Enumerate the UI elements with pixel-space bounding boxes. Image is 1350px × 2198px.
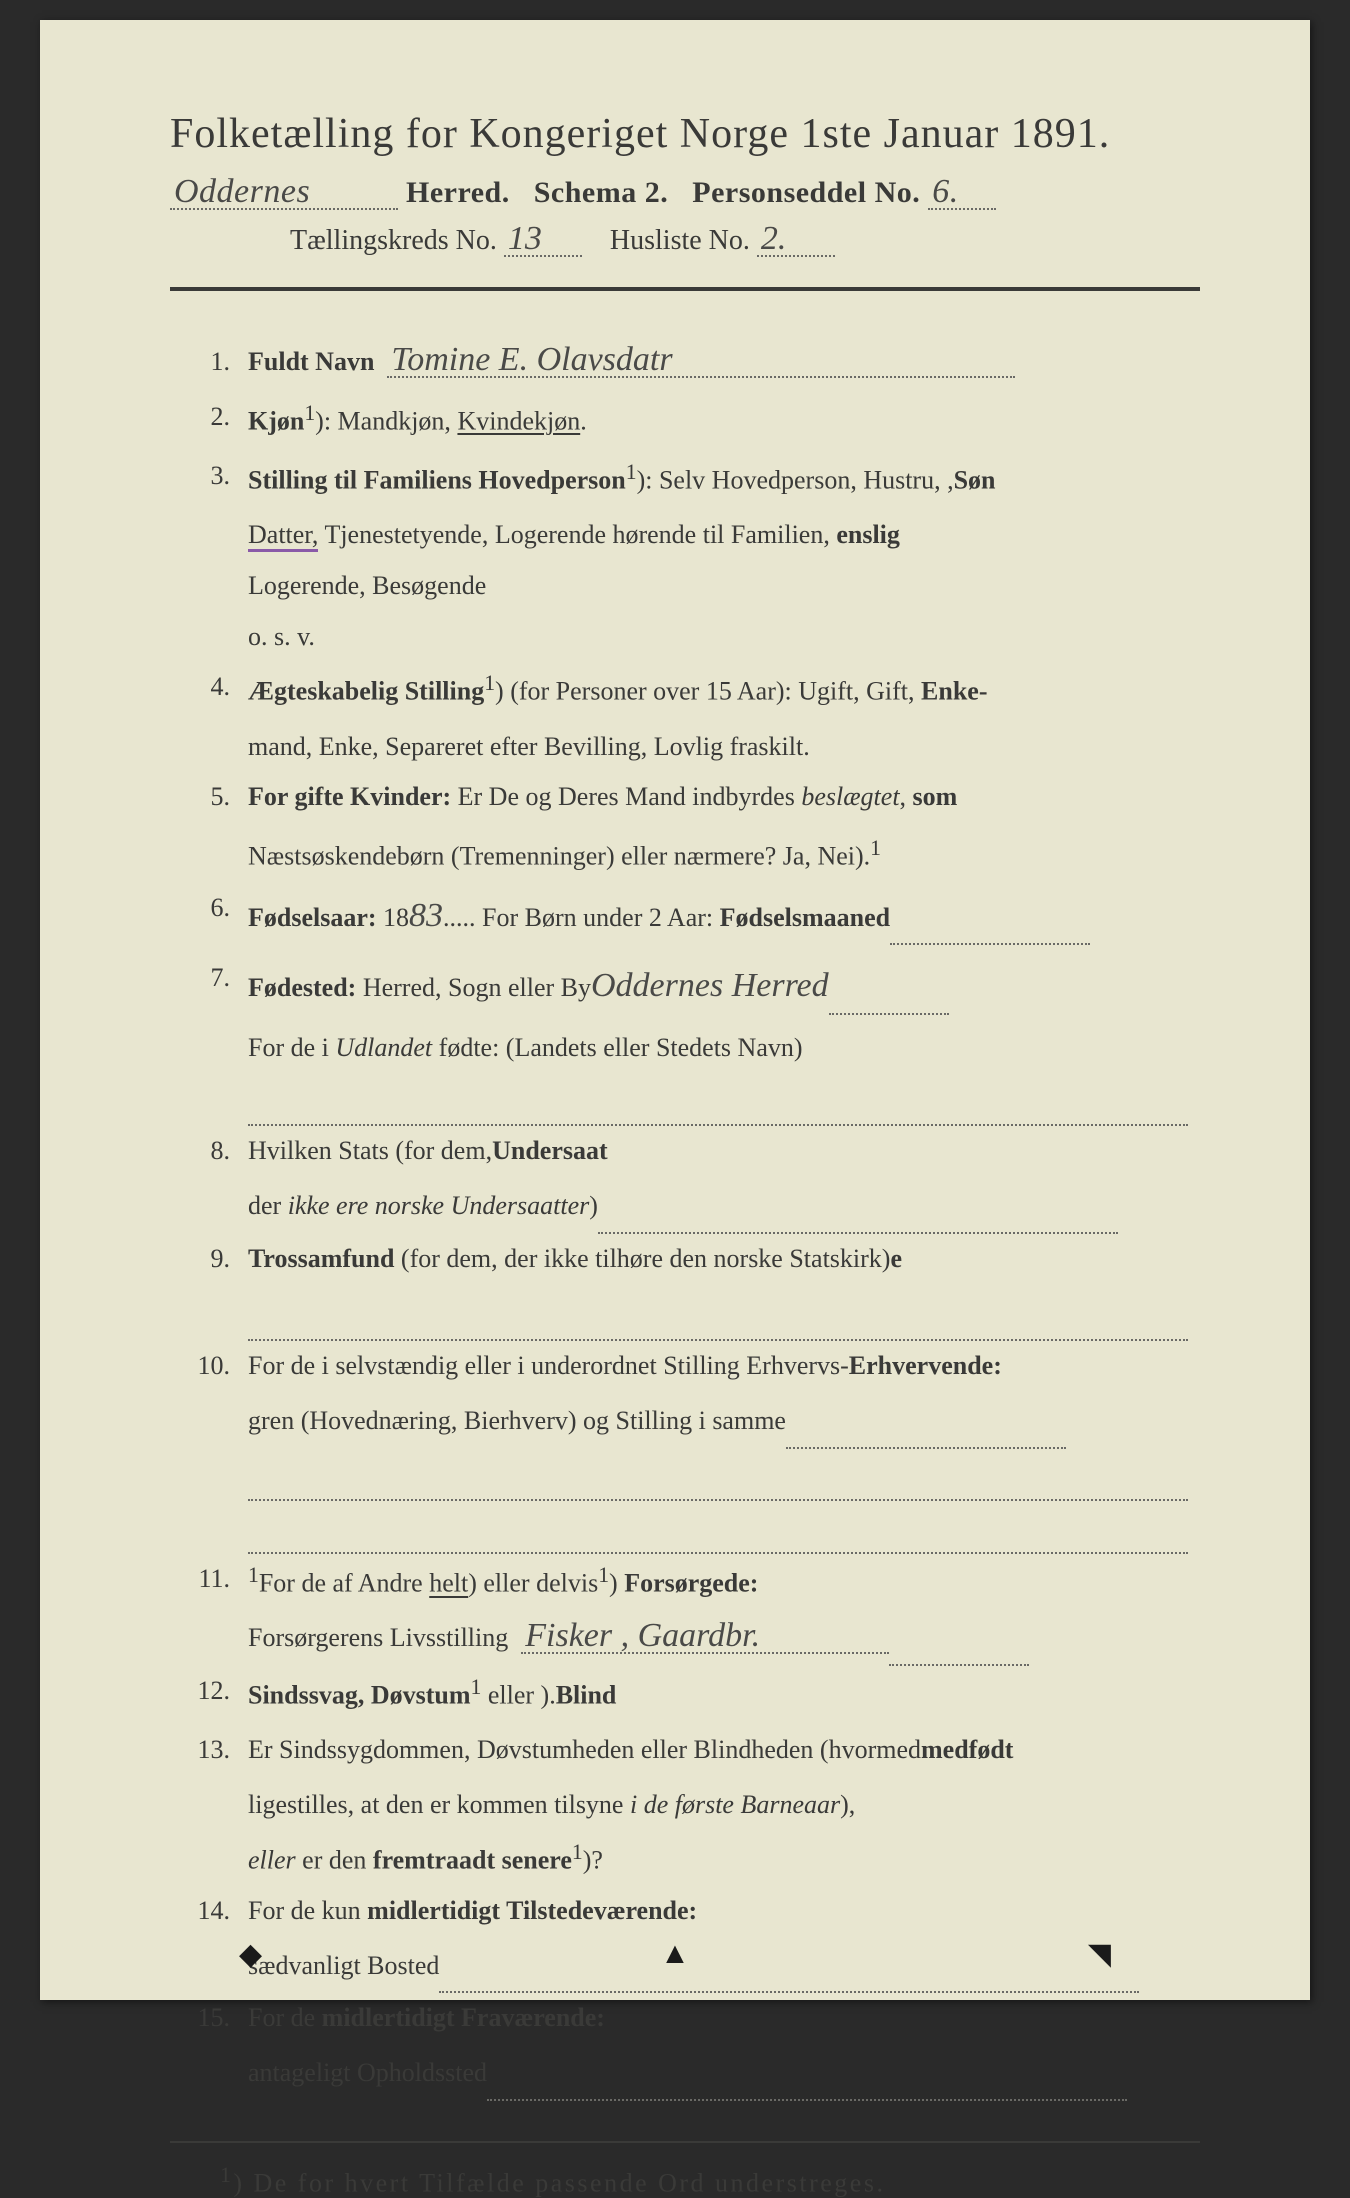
- item-number: 7.: [170, 953, 248, 1019]
- form-item: 1.Fuldt Navn Tomine E. Olavsdatr: [170, 337, 1200, 388]
- item-continuation: For de i Udlandet fødte: (Landets eller …: [170, 1023, 1200, 1074]
- form-item: 10.For de i selvstændig eller i underord…: [170, 1341, 1200, 1392]
- item-number: 12.: [170, 1666, 248, 1721]
- item-number: 3.: [170, 451, 248, 506]
- item-continuation: antageligt Opholdssted: [170, 2048, 1200, 2101]
- herred-handwritten: Oddernes: [170, 177, 398, 210]
- item-continuation: Næstsøskendebørn (Tremenninger) eller næ…: [170, 827, 1200, 882]
- item-continuation: eller er den fremtraadt senere1)?: [170, 1831, 1200, 1886]
- item-number: 4.: [170, 662, 248, 717]
- divider-heavy: [170, 287, 1200, 291]
- item-body: Fødselsaar: 1883..... For Børn under 2 A…: [248, 883, 1200, 949]
- item-continuation: [170, 1074, 1200, 1127]
- item-continuation: Forsørgerens Livsstilling Fisker , Gaard…: [170, 1613, 1200, 1666]
- item-continuation: gren (Hovednæring, Bierhverv) og Stillin…: [170, 1396, 1200, 1449]
- schema-label: Schema 2.: [534, 176, 669, 209]
- form-item: 6.Fødselsaar: 1883..... For Børn under 2…: [170, 883, 1200, 949]
- hole-icon: ◥: [1088, 1937, 1111, 1972]
- punch-holes: ◆ ▲ ◥: [40, 1937, 1310, 1972]
- item-number: 10.: [170, 1341, 248, 1392]
- form-item: 3.Stilling til Familiens Hovedperson1): …: [170, 451, 1200, 506]
- herred-label: Herred.: [406, 176, 510, 209]
- item-continuation: o. s. v.: [170, 612, 1200, 663]
- header-line-3: Tællingskreds No. 13 Husliste No. 2.: [290, 224, 1200, 257]
- tkreds-no: 13: [504, 224, 582, 257]
- item-body: For gifte Kvinder: Er De og Deres Mand i…: [248, 772, 1200, 823]
- item-body: Trossamfund (for dem, der ikke tilhøre d…: [248, 1234, 1200, 1285]
- form-item: 13.Er Sindssygdommen, Døvstumheden eller…: [170, 1725, 1200, 1776]
- item-continuation: Datter, Tjenestetyende, Logerende hørend…: [170, 510, 1200, 561]
- item-continuation: [170, 1449, 1200, 1502]
- item-body: Kjøn1): Mandkjøn, Kvindekjøn.: [248, 392, 1200, 447]
- item-continuation: ligestilles, at den er kommen tilsyne i …: [170, 1780, 1200, 1831]
- footnote: 1) De for hvert Tilfælde passende Ord un…: [220, 2163, 1200, 2198]
- form-item: 15.For de midlertidigt Fraværende:: [170, 1993, 1200, 2044]
- tkreds-label: Tællingskreds No.: [290, 225, 497, 256]
- form-item: 2.Kjøn1): Mandkjøn, Kvindekjøn.: [170, 392, 1200, 447]
- page-title: Folketælling for Kongeriget Norge 1ste J…: [170, 110, 1200, 158]
- item-body: Ægteskabelig Stilling1) (for Personer ov…: [248, 662, 1200, 717]
- item-continuation: [170, 1501, 1200, 1554]
- hole-icon: ◆: [239, 1937, 262, 1972]
- item-number: 6.: [170, 883, 248, 949]
- item-number: 9.: [170, 1234, 248, 1285]
- item-number: 11.: [170, 1554, 248, 1609]
- header-line-2: Oddernes Herred. Schema 2. Personseddel …: [170, 176, 1200, 210]
- item-number: 15.: [170, 1993, 248, 2044]
- item-body: Stilling til Familiens Hovedperson1): Se…: [248, 451, 1200, 506]
- item-continuation: [170, 1289, 1200, 1342]
- personseddel-no: 6.: [928, 177, 996, 210]
- form-item: 5.For gifte Kvinder: Er De og Deres Mand…: [170, 772, 1200, 823]
- item-body: Er Sindssygdommen, Døvstumheden eller Bl…: [248, 1725, 1200, 1776]
- item-body: For de i selvstændig eller i underordnet…: [248, 1341, 1200, 1392]
- form-items: 1.Fuldt Navn Tomine E. Olavsdatr2.Kjøn1)…: [170, 337, 1200, 2101]
- item-body: For de midlertidigt Fraværende:: [248, 1993, 1200, 2044]
- item-continuation: Logerende, Besøgende: [170, 561, 1200, 612]
- item-body: Fuldt Navn Tomine E. Olavsdatr: [248, 337, 1200, 388]
- item-body: Sindssvag, Døvstum1 eller ).Blind: [248, 1666, 1200, 1721]
- form-item: 11.1For de af Andre helt) eller delvis1)…: [170, 1554, 1200, 1609]
- hole-icon: ▲: [660, 1937, 690, 1972]
- form-item: 9.Trossamfund (for dem, der ikke tilhøre…: [170, 1234, 1200, 1285]
- item-continuation: der ikke ere norske Undersaatter): [170, 1181, 1200, 1234]
- form-item: 12.Sindssvag, Døvstum1 eller ).Blind: [170, 1666, 1200, 1721]
- personseddel-label: Personseddel No.: [692, 176, 920, 209]
- item-body: Fødested: Herred, Sogn eller ByOddernes …: [248, 953, 1200, 1019]
- form-item: 14.For de kun midlertidigt Tilstedeværen…: [170, 1886, 1200, 1937]
- footnote-text: ) De for hvert Tilfælde passende Ord und…: [233, 2168, 885, 2197]
- item-body: Hvilken Stats (for dem,Undersaat: [248, 1126, 1200, 1177]
- item-continuation: mand, Enke, Separeret efter Bevilling, L…: [170, 722, 1200, 773]
- item-number: 1.: [170, 337, 248, 388]
- item-body: 1For de af Andre helt) eller delvis1) Fo…: [248, 1554, 1200, 1609]
- item-number: 14.: [170, 1886, 248, 1937]
- item-number: 2.: [170, 392, 248, 447]
- form-item: 7.Fødested: Herred, Sogn eller ByOdderne…: [170, 953, 1200, 1019]
- footnote-sup: 1: [220, 2163, 233, 2187]
- item-body: For de kun midlertidigt Tilstedeværende:: [248, 1886, 1200, 1937]
- husliste-label: Husliste No.: [610, 225, 750, 256]
- census-form-page: Folketælling for Kongeriget Norge 1ste J…: [40, 20, 1310, 2000]
- item-number: 13.: [170, 1725, 248, 1776]
- form-item: 4.Ægteskabelig Stilling1) (for Personer …: [170, 662, 1200, 717]
- item-number: 8.: [170, 1126, 248, 1177]
- husliste-no: 2.: [757, 224, 835, 257]
- form-item: 8.Hvilken Stats (for dem,Undersaat: [170, 1126, 1200, 1177]
- divider-thin: [170, 2141, 1200, 2143]
- item-number: 5.: [170, 772, 248, 823]
